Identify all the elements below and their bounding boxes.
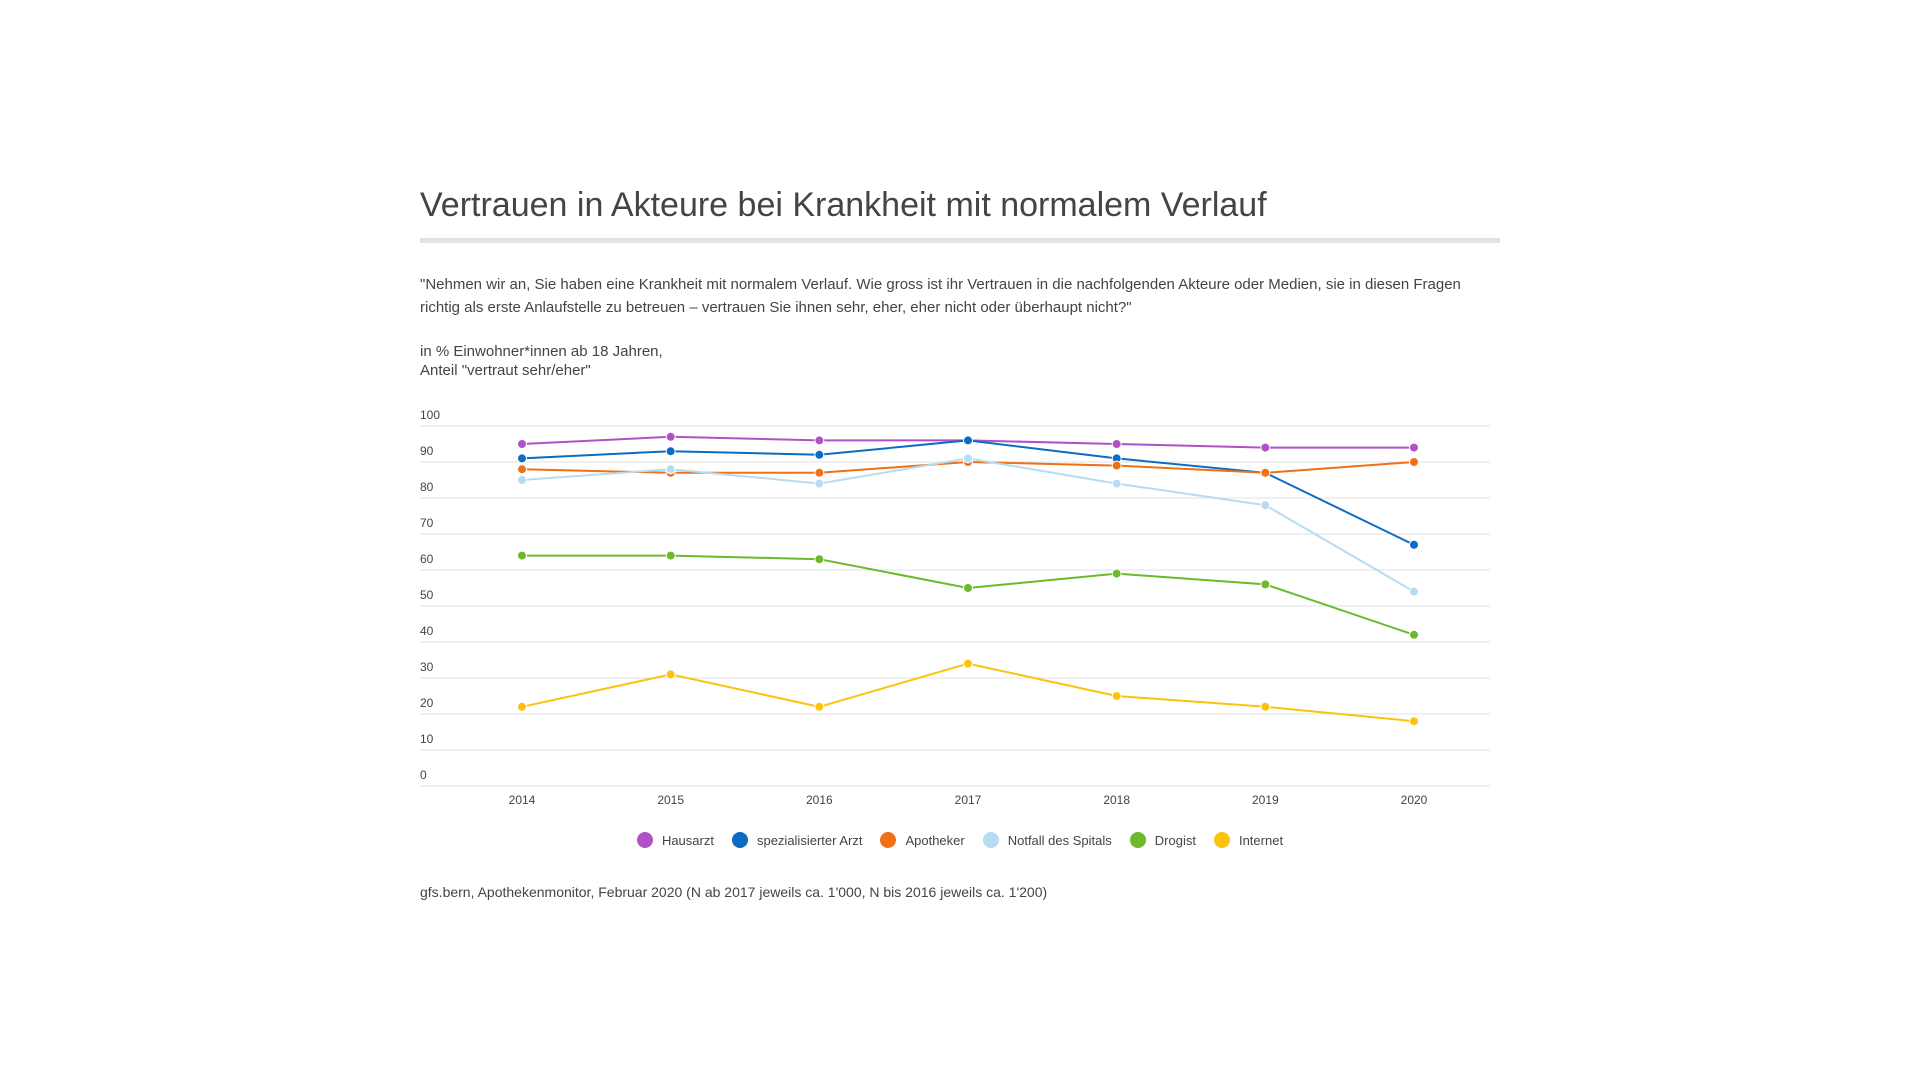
y-tick-label: 20 [420, 696, 434, 710]
data-point [814, 554, 825, 565]
series-line-internet [521, 662, 1415, 723]
x-tick-label: 2016 [806, 793, 833, 807]
data-point [1260, 442, 1271, 453]
data-point [517, 439, 527, 449]
legend-label: Internet [1238, 832, 1284, 848]
data-point [517, 453, 527, 464]
legend-label: Drogist [1154, 832, 1196, 848]
legend-item[interactable]: Apotheker [880, 832, 965, 848]
y-tick-label: 0 [420, 768, 427, 782]
y-tick-label: 60 [420, 552, 434, 566]
data-point [517, 475, 527, 485]
data-point [665, 446, 676, 457]
data-point [963, 435, 973, 446]
data-point [1409, 442, 1419, 453]
data-point [963, 658, 973, 669]
data-point [517, 701, 527, 712]
legend-item[interactable]: Hausarzt [636, 832, 714, 848]
data-point [1409, 629, 1419, 640]
data-point [1260, 701, 1271, 712]
legend-label: Hausarzt [661, 832, 714, 848]
series-line-drogist [522, 554, 1415, 636]
legend-label: spezialisierter Arzt [756, 832, 863, 848]
data-point [814, 467, 825, 478]
subtitle-line-1: in % Einwohner*innen ab 18 Jahren, [420, 343, 663, 360]
legend-label: Notfall des Spitals [1007, 832, 1112, 848]
y-tick-label: 50 [420, 588, 434, 602]
series-line-notfall-des-spitals [521, 457, 1415, 593]
data-point [814, 478, 825, 489]
data-point [1409, 586, 1419, 597]
data-point [1409, 457, 1419, 467]
legend-swatch [880, 832, 897, 848]
y-tick-label: 40 [420, 624, 434, 638]
line-chart: 0 10 20 30 40 50 60 70 80 90 100 2014 2015 2016 2017 20… [420, 408, 1490, 807]
y-tick-label: 80 [420, 480, 434, 494]
data-point [814, 449, 825, 460]
data-point [1260, 579, 1271, 590]
y-tick-label: 30 [420, 660, 434, 674]
data-point [1111, 460, 1122, 471]
legend-swatch [982, 832, 999, 848]
data-point [1111, 568, 1122, 579]
legend-item[interactable]: Internet [1213, 832, 1284, 848]
x-tick-label: 2018 [1103, 793, 1130, 807]
x-tick-label: 2019 [1252, 793, 1279, 807]
data-point [517, 550, 527, 561]
data-point [1111, 691, 1122, 701]
survey-question: "Nehmen wir an, Sie haben eine Krankheit… [420, 276, 1461, 316]
x-tick-label: 2017 [955, 793, 982, 807]
chart-title: Vertrauen in Akteure bei Krankheit mit n… [420, 186, 1267, 224]
data-point [1111, 478, 1122, 489]
y-tick-label: 100 [420, 408, 440, 422]
legend-item[interactable]: Notfall des Spitals [982, 832, 1112, 848]
legend-item[interactable]: spezialisierter Arzt [731, 832, 863, 848]
data-point [814, 435, 825, 446]
legend-swatch [1129, 832, 1146, 848]
legend-swatch [731, 832, 748, 848]
data-point [963, 583, 973, 593]
data-point [665, 550, 676, 561]
x-tick-label: 2014 [509, 793, 536, 807]
data-point [665, 431, 676, 442]
data-point [814, 701, 825, 712]
data-point [1409, 539, 1419, 550]
data-point [1260, 500, 1271, 511]
data-point [665, 464, 676, 475]
subtitle-line-2: Anteil "vertraut sehr/eher" [420, 362, 591, 379]
data-point [517, 464, 527, 475]
legend-swatch [1213, 832, 1230, 848]
data-point [1260, 467, 1271, 478]
chart-subtitle: in % Einwohner*innen ab 18 Jahren, Antei… [420, 342, 663, 380]
data-point [963, 453, 973, 464]
y-tick-label: 70 [420, 516, 434, 530]
y-tick-label: 90 [420, 444, 434, 458]
data-point [1111, 439, 1122, 449]
data-point [665, 669, 676, 680]
legend-item[interactable]: Drogist [1129, 832, 1196, 848]
x-tick-label: 2020 [1401, 793, 1428, 807]
legend-swatch [636, 832, 653, 848]
data-point [1409, 716, 1419, 727]
title-divider [420, 238, 1500, 243]
source-note: gfs.bern, Apothekenmonitor, Februar 2020… [420, 884, 1048, 900]
x-tick-label: 2015 [657, 793, 684, 807]
chart-legend: Hausarzt spezialisierter Arzt Apotheker Not… [0, 832, 1920, 848]
y-tick-label: 10 [420, 732, 434, 746]
legend-label: Apotheker [905, 832, 965, 848]
